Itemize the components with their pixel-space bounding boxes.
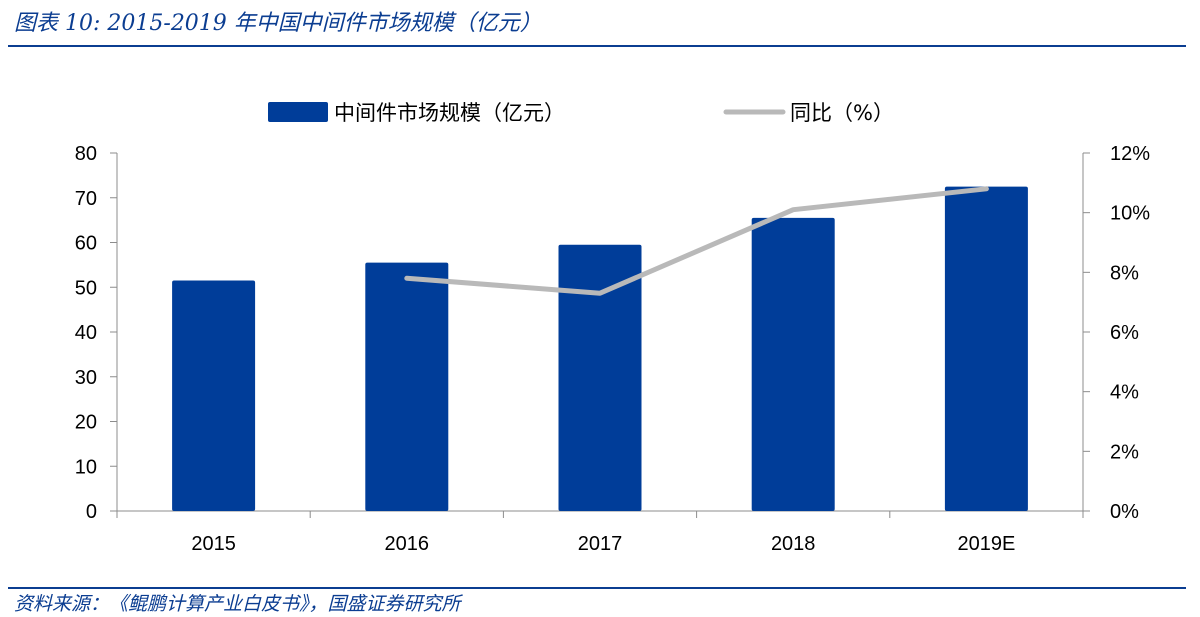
right-axis-tick-label: 0% — [1110, 501, 1139, 523]
growth-line — [404, 186, 989, 296]
left-axis-tick-label: 10 — [75, 456, 97, 478]
left-axis-tick-label: 40 — [75, 322, 97, 344]
chart-axes: 0 10 20 30 40 50 60 70 80 0% 2% 4% 6% 8% 10% 12% 2015 201… — [75, 143, 1150, 555]
figure-title: 图表 10: 2015-2019 年中国中间件市场规模（亿元） — [14, 11, 542, 36]
x-axis-tick-label: 2019E — [957, 533, 1015, 555]
bar-2017 — [558, 244, 642, 512]
growth-point-2019E — [985, 187, 988, 190]
left-axis-tick-label: 0 — [86, 501, 97, 523]
source-divider — [8, 587, 1186, 589]
title-divider — [8, 45, 1186, 47]
bar-series — [172, 186, 1028, 512]
bar-2018 — [751, 217, 835, 511]
right-axis-tick-label: 6% — [1110, 322, 1139, 344]
left-axis-tick-label: 30 — [75, 367, 97, 389]
x-axis-tick-label: 2016 — [385, 533, 430, 555]
legend-bar-swatch — [268, 102, 328, 122]
bar-2019E — [944, 186, 1028, 511]
legend-bar-label: 中间件市场规模（亿元） — [334, 101, 565, 125]
right-axis-tick-label: 10% — [1110, 203, 1150, 225]
left-axis-tick-label: 50 — [75, 277, 97, 299]
market-size-chart: 中间件市场规模（亿元） 同比（%） 0 10 20 30 40 50 60 70 80 0% 2% 4%… — [75, 101, 1150, 555]
left-axis-tick-label: 80 — [75, 143, 97, 165]
bar-2015 — [172, 280, 256, 511]
right-axis-tick-label: 12% — [1110, 143, 1150, 165]
x-axis-tick-label: 2018 — [771, 533, 816, 555]
right-axis-tick-label: 2% — [1110, 441, 1139, 463]
growth-line-series — [404, 186, 989, 296]
x-axis-tick-label: 2015 — [191, 533, 236, 555]
left-axis-tick-label: 20 — [75, 412, 97, 434]
bar-2016 — [365, 262, 449, 511]
legend-line-label: 同比（%） — [790, 101, 894, 125]
growth-point-2016 — [405, 277, 408, 280]
figure-source: 资料来源：《鲲鹏计算产业白皮书》，国盛证券研究所 — [14, 593, 461, 615]
right-axis-tick-label: 4% — [1110, 382, 1139, 404]
right-axis-tick-label: 8% — [1110, 262, 1139, 284]
growth-point-2018 — [792, 208, 795, 211]
x-axis-tick-label: 2017 — [578, 533, 623, 555]
growth-point-2017 — [599, 292, 601, 295]
left-axis-tick-label: 60 — [75, 233, 97, 255]
left-axis-tick-label: 70 — [75, 188, 97, 210]
chart-legend: 中间件市场规模（亿元） 同比（%） — [268, 101, 894, 125]
